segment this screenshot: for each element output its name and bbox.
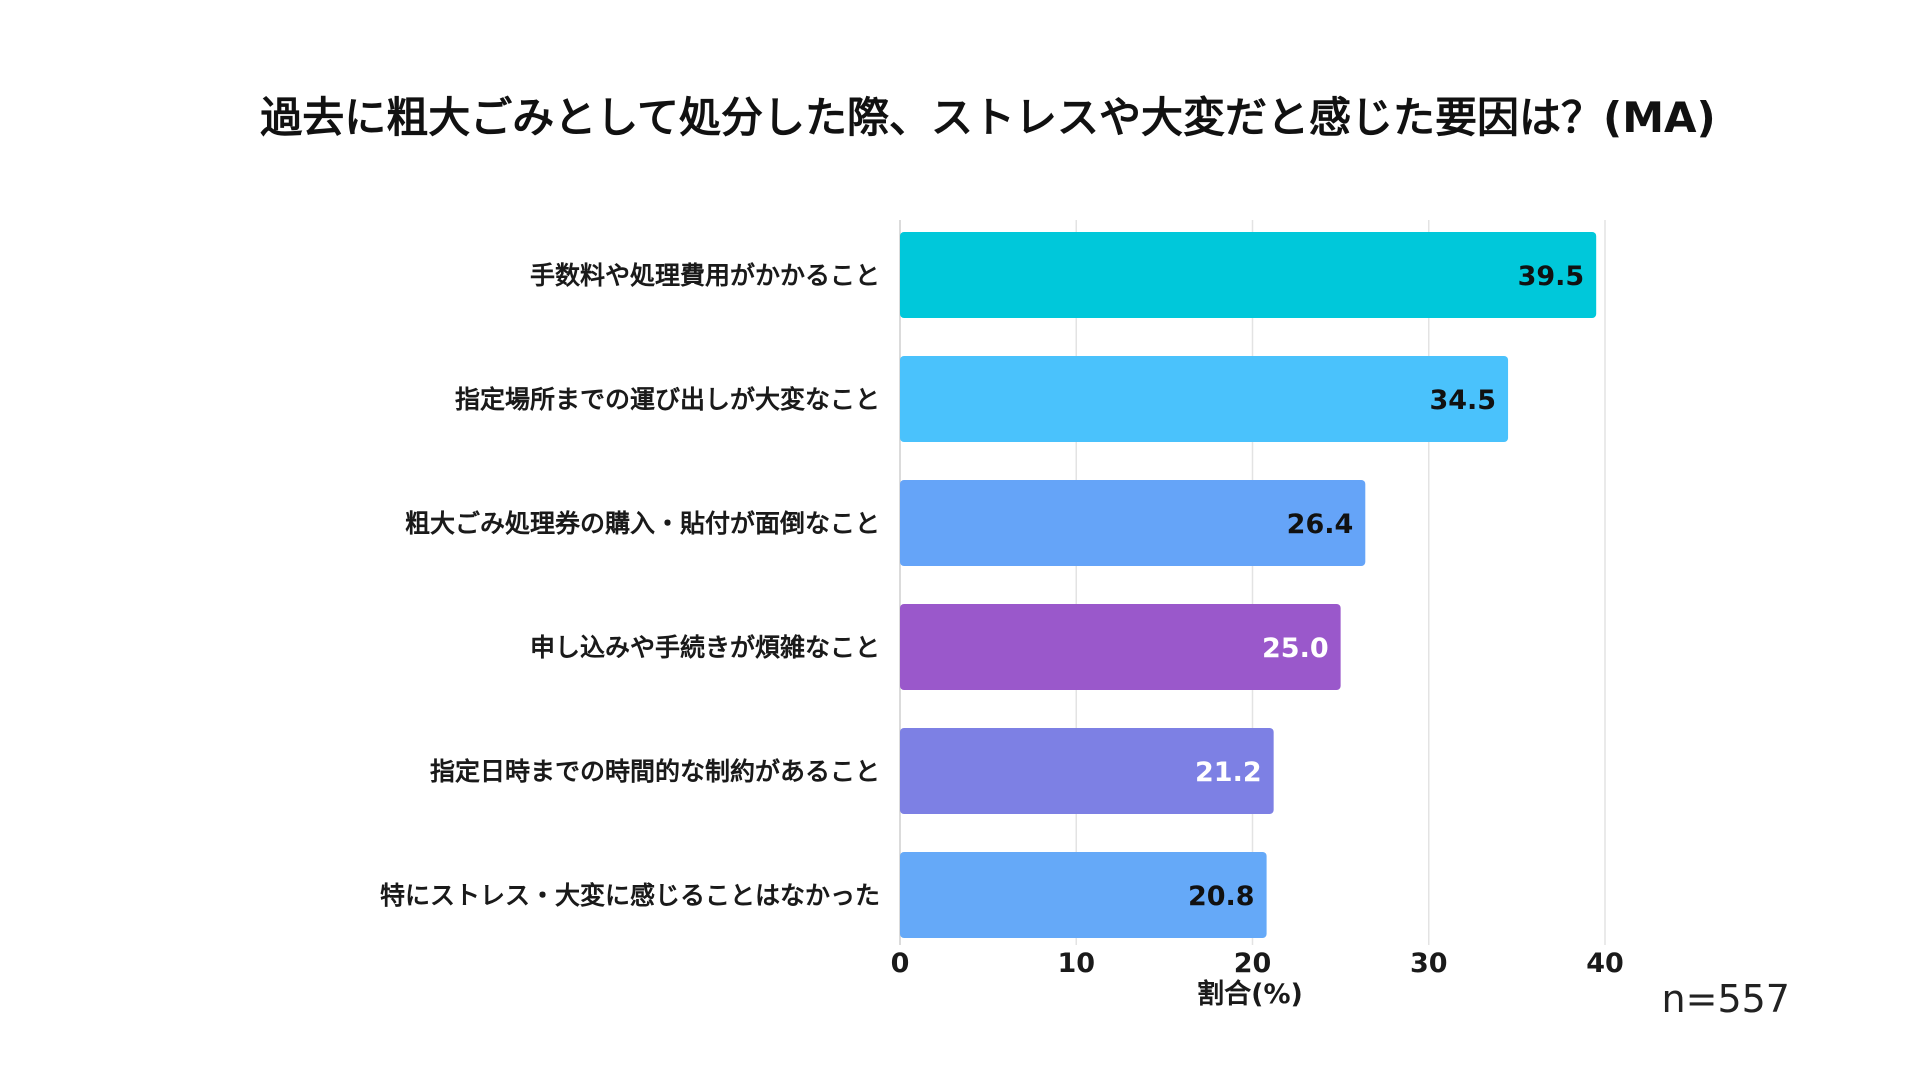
x-tick-label: 30 [1410, 948, 1448, 979]
bars: 39.5 34.5 26.4 25.0 21.2 20.8 [900, 232, 1597, 938]
category-label: 申し込みや手続きが煩雑なこと [530, 633, 880, 662]
x-axis-title: 割合(%) [1197, 978, 1303, 1010]
grid-lines [899, 220, 1606, 945]
category-label: 手数料や処理費用がかかること [530, 261, 880, 290]
bar [900, 356, 1509, 442]
chart-title: 過去に粗大ごみとして処分した際、ストレスや大変だと感じた要因は？(MA) [260, 93, 1715, 142]
bar-value-label: 20.8 [1188, 881, 1255, 912]
bar-value-label: 25.0 [1262, 633, 1329, 664]
bar [900, 232, 1597, 318]
bar [900, 604, 1341, 690]
bar [900, 480, 1366, 566]
x-axis-ticks: 0 10 20 30 40 [891, 948, 1624, 979]
bar [900, 852, 1267, 938]
x-tick-label: 20 [1234, 948, 1272, 979]
x-tick-label: 0 [891, 948, 910, 979]
category-label: 指定場所までの運び出しが大変なこと [455, 385, 880, 414]
bar-value-label: 26.4 [1287, 509, 1354, 540]
x-tick-label: 10 [1057, 948, 1095, 979]
x-tick-label: 40 [1586, 948, 1624, 979]
bar [900, 728, 1274, 814]
category-label: 特にストレス・大変に感じることはなかった [380, 881, 880, 910]
category-label: 粗大ごみ処理券の購入・貼付が面倒なこと [405, 509, 880, 538]
bar-value-label: 34.5 [1429, 385, 1496, 416]
bar-value-label: 21.2 [1195, 757, 1262, 788]
bar-value-label: 39.5 [1518, 261, 1585, 292]
category-label: 指定日時までの時間的な制約があること [430, 757, 880, 786]
category-labels: 手数料や処理費用がかかること指定場所までの運び出しが大変なこと粗大ごみ処理券の購… [380, 261, 880, 910]
sample-size-note: n=557 [1662, 977, 1790, 1021]
